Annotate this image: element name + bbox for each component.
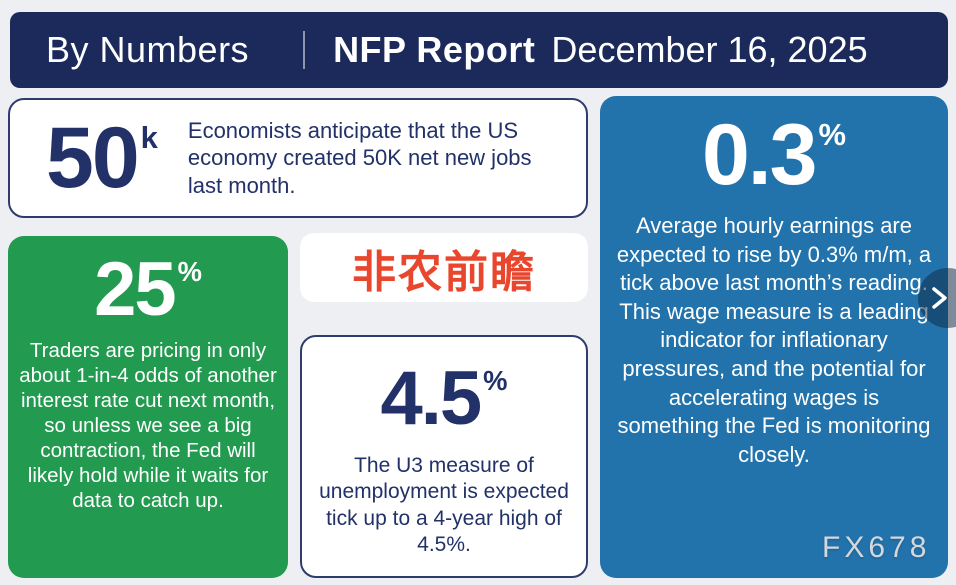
unemployment-card: 4.5% The U3 measure of unemployment is e…	[300, 335, 588, 578]
unemployment-text: The U3 measure of unemployment is expect…	[319, 454, 569, 556]
unemployment-stat: 4.5%	[302, 361, 586, 437]
header-section-title: By Numbers	[46, 29, 250, 70]
header-date: December 16, 2025	[551, 29, 868, 70]
unemployment-value: 4.5	[380, 356, 483, 441]
rate-odds-text: Traders are pricing in only about 1-in-4…	[19, 339, 277, 512]
rate-odds-stat: 25%	[8, 252, 288, 328]
header-divider	[303, 31, 306, 69]
rate-odds-value: 25	[94, 247, 177, 332]
jobs-unit: k	[140, 120, 158, 156]
wages-unit: %	[818, 117, 847, 153]
rate-odds-unit: %	[177, 255, 202, 287]
header-report-title: NFP Report	[333, 29, 536, 70]
chevron-right-icon	[925, 284, 953, 312]
fx678-watermark: FX678	[822, 531, 931, 564]
jobs-stat: 50k	[46, 115, 158, 201]
wages-value: 0.3	[701, 107, 818, 203]
jobs-card: 50k Economists anticipate that the US ec…	[8, 98, 588, 218]
wages-text: Average hourly earnings are expected to …	[616, 213, 932, 467]
header-bar: By Numbers NFP Report December 16, 2025	[10, 12, 948, 88]
jobs-value: 50	[46, 110, 140, 206]
wages-stat: 0.3%	[600, 112, 948, 198]
jobs-text: Economists anticipate that the US econom…	[187, 118, 532, 198]
unemployment-unit: %	[483, 364, 508, 396]
nfp-preview-label: 非农前瞻	[300, 233, 588, 302]
rate-odds-card: 25% Traders are pricing in only about 1-…	[8, 236, 288, 578]
wages-card: 0.3% Average hourly earnings are expecte…	[600, 96, 948, 578]
